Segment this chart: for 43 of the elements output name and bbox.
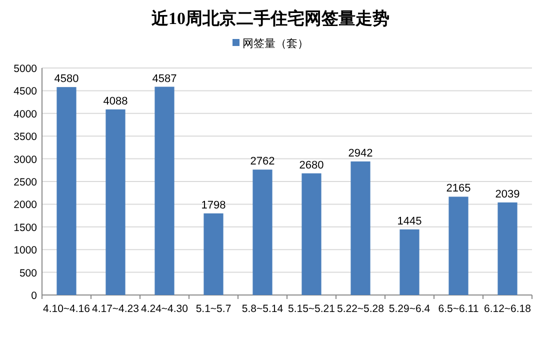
data-label: 2039 [495, 188, 520, 200]
bar [448, 196, 468, 295]
x-tick-label: 6.12~6.18 [484, 303, 532, 315]
bar [106, 109, 126, 295]
bar [400, 229, 420, 295]
data-label: 1798 [201, 199, 226, 212]
bar [498, 202, 518, 295]
y-tick-label: 3000 [14, 154, 38, 166]
x-tick-label: 4.17~4.23 [92, 303, 140, 315]
data-label: 1445 [397, 215, 422, 228]
x-tick-label: 5.8~5.14 [242, 303, 284, 315]
y-tick-label: 2500 [14, 176, 38, 188]
y-tick-label: 0 [31, 290, 38, 302]
y-tick-label: 3500 [14, 131, 38, 144]
data-label: 4587 [152, 72, 177, 85]
x-tick-label: 4.10~4.16 [42, 303, 90, 315]
bar [252, 170, 272, 295]
data-label: 2762 [250, 156, 275, 168]
data-label: 4580 [54, 73, 79, 86]
x-tick-label: 5.15~5.21 [288, 303, 336, 315]
bar [350, 161, 370, 295]
x-tick-label: 5.22~5.28 [336, 303, 384, 315]
x-tick-label: 5.29~6.4 [388, 303, 430, 315]
chart-title: 近10周北京二手住宅网签量走势 [150, 9, 390, 28]
data-label: 2942 [348, 147, 373, 160]
y-tick-label: 4500 [14, 86, 38, 98]
data-label: 2680 [299, 159, 324, 172]
bar [56, 87, 76, 295]
y-tick-label: 1500 [14, 222, 38, 234]
x-tick-label: 4.24~4.30 [140, 303, 188, 315]
x-tick-label: 5.1~5.7 [196, 303, 232, 315]
y-tick-label: 500 [19, 267, 38, 280]
y-tick-label: 4000 [14, 108, 38, 120]
data-label: 2165 [446, 182, 471, 195]
x-tick-label: 6.5~6.11 [438, 303, 479, 315]
y-tick-label: 2000 [14, 199, 38, 212]
bar [154, 86, 174, 295]
bar [302, 173, 322, 295]
legend-label: 网签量（套） [242, 38, 308, 50]
data-label: 4088 [103, 95, 128, 108]
y-tick-label: 1000 [14, 244, 38, 257]
bar [204, 213, 224, 295]
y-tick-label: 5000 [14, 63, 38, 75]
